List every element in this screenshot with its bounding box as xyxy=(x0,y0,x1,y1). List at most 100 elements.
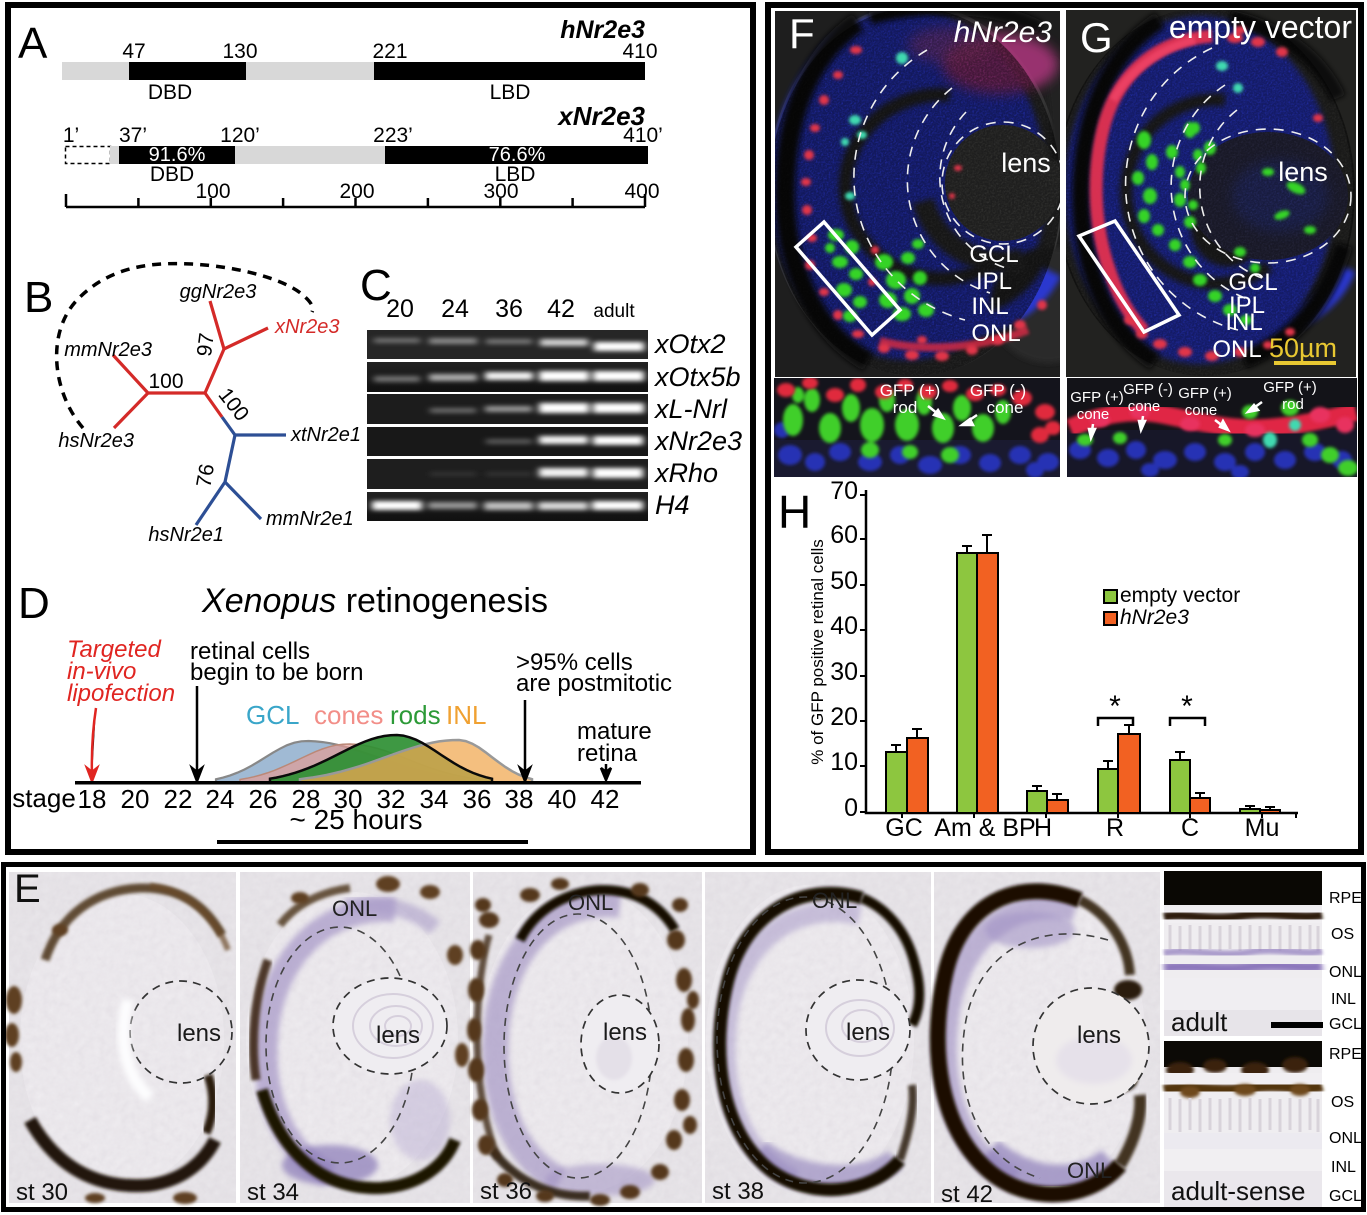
svg-text:50: 50 xyxy=(830,567,858,595)
svg-text:>95% cells: >95% cells xyxy=(516,649,633,676)
svg-text:st 30: st 30 xyxy=(16,1179,68,1206)
svg-text:rod: rod xyxy=(893,398,918,417)
svg-text:300: 300 xyxy=(483,180,518,203)
svg-text:H4: H4 xyxy=(655,490,690,520)
svg-text:28: 28 xyxy=(292,784,321,814)
svg-text:RPE: RPE xyxy=(1329,890,1361,907)
svg-text:97: 97 xyxy=(193,332,219,358)
svg-text:lens: lens xyxy=(1001,148,1051,178)
svg-text:rod: rod xyxy=(1282,396,1304,413)
svg-text:76: 76 xyxy=(192,462,219,489)
svg-text:mmNr2e1: mmNr2e1 xyxy=(266,508,354,530)
svg-text:1’: 1’ xyxy=(63,124,79,147)
svg-text:0: 0 xyxy=(844,794,858,822)
svg-text:D: D xyxy=(18,579,50,628)
svg-text:36: 36 xyxy=(463,784,492,814)
svg-text:% of GFP positive retinal cell: % of GFP positive retinal cells xyxy=(808,539,827,765)
svg-text:ONL: ONL xyxy=(971,320,1020,347)
svg-text:OS: OS xyxy=(1331,926,1354,943)
svg-text:ONL: ONL xyxy=(812,888,857,913)
svg-text:A: A xyxy=(18,19,48,68)
svg-text:adult: adult xyxy=(593,301,635,322)
svg-text:INL: INL xyxy=(971,293,1008,320)
svg-text:C: C xyxy=(1181,814,1199,842)
svg-text:OS: OS xyxy=(1331,1094,1354,1111)
svg-text:xL-Nrl: xL-Nrl xyxy=(653,394,728,424)
svg-text:st 42: st 42 xyxy=(941,1181,993,1207)
svg-text:lens: lens xyxy=(1077,1022,1121,1049)
svg-text:INL: INL xyxy=(446,700,486,730)
svg-text:GFP (+): GFP (+) xyxy=(1070,389,1123,406)
svg-text:IPL: IPL xyxy=(976,268,1012,295)
svg-text:GCL: GCL xyxy=(969,241,1018,268)
svg-text:10: 10 xyxy=(830,748,858,776)
svg-text:Am & BP: Am & BP xyxy=(934,814,1035,842)
svg-text:200: 200 xyxy=(339,180,374,203)
svg-text:221: 221 xyxy=(372,40,407,63)
svg-text:cone: cone xyxy=(1185,402,1218,419)
svg-text:INL: INL xyxy=(1331,991,1356,1008)
svg-text:26: 26 xyxy=(249,784,278,814)
svg-text:Mu: Mu xyxy=(1245,814,1280,842)
svg-text:hsNr2e1: hsNr2e1 xyxy=(148,524,224,546)
svg-text:xOtx5b: xOtx5b xyxy=(653,362,741,392)
svg-text:40: 40 xyxy=(830,612,858,640)
svg-text:36: 36 xyxy=(495,295,523,323)
svg-text:GC: GC xyxy=(885,814,923,842)
svg-text:30: 30 xyxy=(830,658,858,686)
svg-text:20: 20 xyxy=(121,784,150,814)
svg-text:42: 42 xyxy=(591,784,620,814)
svg-text:130: 130 xyxy=(222,40,257,63)
svg-text:18: 18 xyxy=(78,784,107,814)
svg-text:B: B xyxy=(24,273,53,322)
svg-text:100: 100 xyxy=(214,384,254,426)
svg-text:cone: cone xyxy=(1077,406,1110,423)
svg-text:91.6%: 91.6% xyxy=(149,144,206,166)
svg-text:F: F xyxy=(789,10,815,57)
svg-text:INL: INL xyxy=(1331,1159,1356,1176)
svg-text:40: 40 xyxy=(548,784,577,814)
svg-text:xRho: xRho xyxy=(653,458,718,488)
svg-text:G: G xyxy=(1080,14,1113,61)
svg-text:hNr2e3: hNr2e3 xyxy=(1120,606,1189,629)
svg-text:hNr2e3: hNr2e3 xyxy=(954,16,1053,49)
svg-text:GFP (+): GFP (+) xyxy=(1178,385,1231,402)
svg-text:xNr2e3: xNr2e3 xyxy=(274,316,339,338)
svg-text:34: 34 xyxy=(420,784,449,814)
svg-text:ONL: ONL xyxy=(1212,336,1261,363)
svg-text:ONL: ONL xyxy=(332,896,377,921)
svg-text:400: 400 xyxy=(624,180,659,203)
svg-text:GFP (+): GFP (+) xyxy=(880,381,941,400)
svg-text:xtNr2e1: xtNr2e1 xyxy=(290,424,361,446)
svg-text:GCL: GCL xyxy=(246,700,299,730)
svg-text:retina: retina xyxy=(577,740,638,767)
svg-text:mmNr2e3: mmNr2e3 xyxy=(64,339,152,361)
svg-text:empty vector: empty vector xyxy=(1120,584,1240,607)
svg-text:xNr2e3: xNr2e3 xyxy=(556,101,645,131)
svg-text:lens: lens xyxy=(1278,157,1328,187)
svg-text:GCL: GCL xyxy=(1329,1016,1361,1033)
svg-text:hNr2e3: hNr2e3 xyxy=(560,16,645,44)
svg-text:100: 100 xyxy=(195,180,230,203)
svg-text:in-vivo: in-vivo xyxy=(67,658,136,685)
svg-text:GCL: GCL xyxy=(1228,269,1277,296)
svg-text:lens: lens xyxy=(846,1019,890,1046)
svg-text:24: 24 xyxy=(206,784,235,814)
svg-text:xOtx2: xOtx2 xyxy=(653,329,726,359)
svg-text:GFP (-): GFP (-) xyxy=(1123,381,1173,398)
svg-text:adult: adult xyxy=(1171,1007,1228,1037)
svg-text:begin to be born: begin to be born xyxy=(190,659,363,686)
svg-text:cone: cone xyxy=(1128,398,1161,415)
svg-text:IPL: IPL xyxy=(1229,292,1265,319)
svg-text:E: E xyxy=(14,867,41,911)
svg-text:20: 20 xyxy=(386,295,414,323)
svg-text:20: 20 xyxy=(830,703,858,731)
svg-text:37’: 37’ xyxy=(119,124,147,147)
svg-text:ggNr2e3: ggNr2e3 xyxy=(180,281,257,303)
svg-text:410’: 410’ xyxy=(623,124,663,147)
svg-text:76.6%: 76.6% xyxy=(489,144,546,166)
svg-text:410: 410 xyxy=(622,40,657,63)
svg-text:Xenopus retinogenesis: Xenopus retinogenesis xyxy=(201,582,548,620)
svg-text:H: H xyxy=(778,486,811,538)
svg-text:42: 42 xyxy=(547,295,575,323)
